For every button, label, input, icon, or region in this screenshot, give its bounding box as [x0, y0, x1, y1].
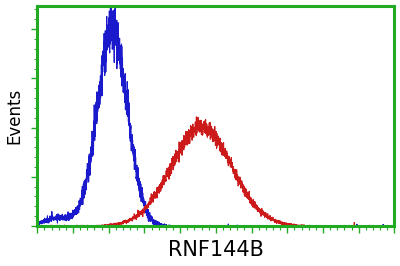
X-axis label: RNF144B: RNF144B [168, 240, 264, 260]
Y-axis label: Events: Events [6, 88, 24, 144]
